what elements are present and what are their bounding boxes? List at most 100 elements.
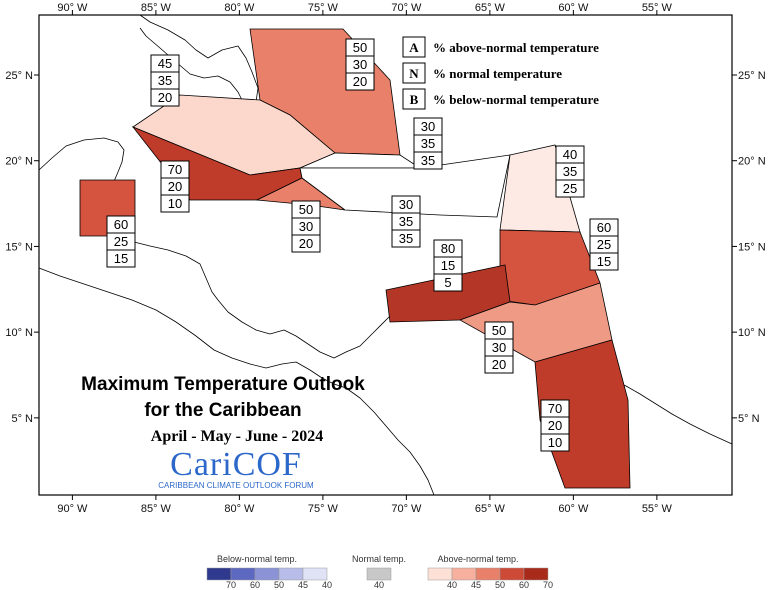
- probability-below: 35: [421, 153, 435, 168]
- probability-normal: 25: [597, 237, 611, 252]
- x-tick-label-top: 70° W: [391, 2, 422, 14]
- x-tick-label-bottom: 85° W: [141, 503, 172, 515]
- probability-box-trinidad-tobago: 50 30 20: [484, 321, 514, 374]
- legend-swatch: [427, 567, 453, 581]
- probability-above: 60: [597, 220, 611, 235]
- x-tick-label-top: 75° W: [308, 2, 339, 14]
- x-tick-label-top: 80° W: [224, 2, 255, 14]
- key-description: % above-normal temperature: [433, 40, 599, 55]
- y-tick-label-left: 20° N: [5, 156, 33, 168]
- x-tick-label-bottom: 60° W: [558, 503, 589, 515]
- probability-cell-below: [106, 249, 136, 268]
- y-tick-label-right: 20° N: [738, 156, 766, 168]
- legend-title-normal: Normal temp.: [352, 554, 406, 564]
- legend-swatch: [278, 567, 304, 581]
- probability-cell-below: [391, 229, 421, 248]
- probability-cell-below: [413, 151, 443, 170]
- probability-cell-below: [160, 194, 190, 213]
- probability-box-turks-caicos: 30 35 35: [413, 117, 443, 170]
- probability-cell-below: [433, 273, 463, 292]
- x-tick-label-bottom: 65° W: [475, 503, 506, 515]
- probability-below: 20: [299, 236, 313, 251]
- forecast-period: April - May - June - 2024: [151, 428, 323, 445]
- probability-above: 30: [421, 119, 435, 134]
- probability-cell-below: [484, 355, 514, 374]
- key-description: % below-normal temperature: [433, 92, 599, 107]
- y-tick-label-right: 5° N: [738, 413, 760, 425]
- legend-title-below: Below-normal temp.: [217, 554, 297, 564]
- x-tick-label-top: 85° W: [141, 2, 172, 14]
- x-tick-label-top: 55° W: [642, 2, 673, 14]
- probability-above: 50: [492, 323, 506, 338]
- axis-ticks: 90° W 90° W 85° W 85° W 80° W 80° W 75° W 75° W…: [5, 2, 765, 515]
- probability-normal: 35: [399, 214, 413, 229]
- legend-tick-label: 40: [322, 580, 332, 590]
- x-tick-label-top: 65° W: [475, 2, 506, 14]
- x-tick-label-bottom: 80° W: [224, 503, 255, 515]
- probability-box-northern-leewards: 40 35 25: [555, 145, 585, 198]
- probability-cell-below: [345, 72, 375, 91]
- probability-box-guianas: 70 20 10: [540, 399, 570, 452]
- probability-above: 80: [441, 241, 455, 256]
- probability-above: 70: [168, 162, 182, 177]
- probability-below: 20: [353, 74, 367, 89]
- legend-above: Above-normal temp. 40 45 50 60 70: [427, 554, 553, 590]
- key-letter: A: [409, 40, 419, 55]
- probability-below: 15: [114, 251, 128, 266]
- legend-tick-label: 40: [374, 580, 384, 590]
- legend-swatch: [475, 567, 501, 581]
- probability-box-abc-islands: 80 15 5: [433, 239, 463, 292]
- logo-name: CariCOF: [170, 446, 302, 483]
- y-tick-label-left: 5° N: [11, 413, 33, 425]
- legend-tick-label: 50: [274, 580, 284, 590]
- probability-cell-below: [540, 433, 570, 452]
- y-tick-label-left: 15° N: [5, 241, 33, 253]
- y-tick-label-right: 25° N: [738, 70, 766, 82]
- key-letter: N: [409, 66, 419, 81]
- y-tick-label-left: 10° N: [5, 327, 33, 339]
- probability-normal: 30: [492, 340, 506, 355]
- probability-above: 30: [399, 197, 413, 212]
- legend-swatch: [499, 567, 525, 581]
- probability-normal: 20: [548, 418, 562, 433]
- probability-normal: 35: [421, 136, 435, 151]
- probability-normal: 30: [353, 57, 367, 72]
- probability-above: 40: [563, 147, 577, 162]
- coastline-south-america-west: [345, 387, 435, 496]
- legend-tick-label: 70: [226, 580, 236, 590]
- probability-above: 50: [299, 202, 313, 217]
- probability-below: 5: [444, 275, 451, 290]
- probability-below: 15: [597, 254, 611, 269]
- legend-swatch: [302, 567, 328, 581]
- probability-normal: 30: [299, 219, 313, 234]
- legend-swatch: [230, 567, 256, 581]
- probability-key: A % above-normal temperature N % normal tem…: [402, 36, 599, 110]
- probability-box-cuba: 45 35 20: [150, 54, 180, 107]
- x-tick-label-bottom: 90° W: [57, 503, 88, 515]
- probability-box-bahamas: 50 30 20: [345, 38, 375, 91]
- legend-tick-label: 70: [543, 580, 553, 590]
- legend-below: Below-normal temp. 70 60 50 45 40: [206, 554, 332, 590]
- legend-tick-label: 45: [471, 580, 481, 590]
- key-description: % normal temperature: [433, 66, 562, 81]
- probability-normal: 15: [441, 258, 455, 273]
- probability-cell-below: [589, 252, 619, 271]
- probability-box-cayman-jamaica: 70 20 10: [160, 160, 190, 213]
- map-title-line1: Maximum Temperature Outlook: [81, 374, 365, 395]
- y-tick-label-right: 10° N: [738, 327, 766, 339]
- x-tick-label-bottom: 55° W: [642, 503, 673, 515]
- caricof-logo: CariCOF CARIBBEAN CLIMATE OUTLOOK FORUM: [158, 446, 314, 490]
- key-letter: B: [410, 92, 419, 107]
- probability-cell-below: [291, 234, 321, 253]
- y-tick-label-left: 25° N: [5, 70, 33, 82]
- probability-above: 50: [353, 40, 367, 55]
- probability-above: 60: [114, 217, 128, 232]
- legend-swatch: [206, 567, 232, 581]
- probability-normal: 20: [168, 179, 182, 194]
- probability-above: 70: [548, 401, 562, 416]
- key-letter-box: [402, 36, 426, 58]
- probability-below: 10: [168, 196, 182, 211]
- map-title-line2: for the Caribbean: [144, 400, 301, 421]
